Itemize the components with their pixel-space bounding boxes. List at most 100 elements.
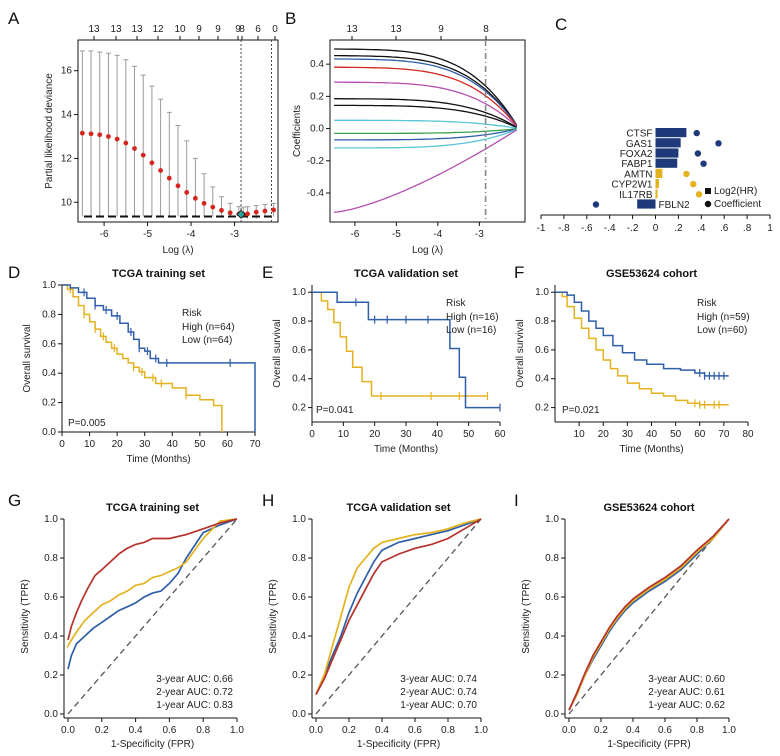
x-tick-label: 1.0 xyxy=(722,725,736,736)
log2hr-bar xyxy=(655,158,678,168)
coefficient-path xyxy=(334,104,517,129)
log2hr-bar xyxy=(655,148,679,158)
gene-label: FBLN2 xyxy=(659,200,691,211)
y-tick-label: -0.2 xyxy=(307,156,325,167)
top-tick-label: 13 xyxy=(110,24,122,35)
y-tick-label: 0.2 xyxy=(42,398,56,409)
panel-label-d: D xyxy=(8,263,20,282)
deviance-point xyxy=(123,140,129,146)
x-tick-label: 20 xyxy=(112,439,124,450)
legend-square-icon xyxy=(705,188,711,194)
x-tick-label: 0.2 xyxy=(594,725,608,736)
x-tick-label: .6 xyxy=(720,223,729,234)
top-tick-label: 6 xyxy=(255,24,261,35)
deviance-point xyxy=(106,134,111,139)
y-tick-label: 0.4 xyxy=(292,374,306,385)
y-tick-label: 0.6 xyxy=(42,339,56,350)
plot-frame xyxy=(77,39,279,223)
legend-title: Risk xyxy=(182,308,202,319)
x-tick-label: -3 xyxy=(475,229,484,240)
log2hr-bar xyxy=(655,138,681,148)
survival-curve xyxy=(555,291,729,406)
y-tick-label: 0.2 xyxy=(535,403,549,414)
chart-title: TCGA validation set xyxy=(346,502,450,514)
y-axis-label: Overall survival xyxy=(272,319,283,387)
x-tick-label: 0.6 xyxy=(408,725,422,736)
auc-legend-entry: 2-year AUC: 0.74 xyxy=(400,687,477,698)
x-tick-label: -5 xyxy=(392,229,401,240)
y-tick-label: 0.2 xyxy=(545,670,559,681)
x-tick-label: 0.4 xyxy=(129,725,143,736)
chart-title: TCGA training set xyxy=(106,502,199,514)
top-tick-label: 13 xyxy=(390,24,402,35)
auc-legend-entry: 2-year AUC: 0.72 xyxy=(156,687,233,698)
log2hr-bar xyxy=(655,168,663,178)
y-tick-label: 0.0 xyxy=(292,709,306,720)
x-tick-label: -4 xyxy=(433,229,442,240)
y-tick-label: 0.4 xyxy=(535,374,549,385)
deviance-point xyxy=(79,130,85,136)
panel-label-f: F xyxy=(514,263,524,282)
top-tick-label: 13 xyxy=(346,24,358,35)
y-tick-label: 14 xyxy=(61,110,73,121)
p-value: P=0.021 xyxy=(562,405,600,416)
y-tick-label: 0.0 xyxy=(42,427,56,438)
y-axis-label: Partial likelihood deviance xyxy=(44,73,55,189)
x-tick-label: 50 xyxy=(670,429,682,440)
panel-i-roc-gse: GSE53624 cohort 0.0 0.2 0.4 0.6 0.8 1.0 0.0 0.2 0… xyxy=(521,502,736,750)
x-axis-label: 1-Specificity (FPR) xyxy=(607,739,690,750)
x-tick-label: 20 xyxy=(369,429,381,440)
auc-legend-entry: 1-year AUC: 0.83 xyxy=(156,700,233,711)
deviance-point xyxy=(262,208,268,214)
x-tick-label: 0.2 xyxy=(342,725,356,736)
x-tick-label: -.2 xyxy=(627,223,639,234)
x-tick-label: -.4 xyxy=(604,223,616,234)
top-tick-label: 13 xyxy=(131,24,143,35)
legend-entry: High (n=64) xyxy=(182,322,235,333)
optimal-lambda-marker xyxy=(236,209,246,219)
y-tick-label: 1.0 xyxy=(545,514,559,525)
gene-label: FABP1 xyxy=(621,159,653,170)
x-tick-label: -6 xyxy=(100,229,109,240)
x-axis-label: Time (Months) xyxy=(374,444,438,455)
log2hr-bar xyxy=(655,179,659,189)
log2hr-bar xyxy=(655,128,687,138)
deviance-point xyxy=(227,210,233,216)
x-tick-label: 0.4 xyxy=(626,725,640,736)
x-tick-label: 0 xyxy=(653,223,659,234)
panel-label-g: G xyxy=(8,491,21,510)
diagonal-reference xyxy=(568,518,730,715)
top-tick-label: 8 xyxy=(483,24,489,35)
deviance-point xyxy=(210,204,216,210)
auc-legend-entry: 1-year AUC: 0.70 xyxy=(400,700,477,711)
roc-curve xyxy=(315,518,482,695)
deviance-point xyxy=(97,132,103,138)
top-tick-label: 9 xyxy=(438,24,444,35)
y-tick-label: 12 xyxy=(61,153,73,164)
y-tick-label: 16 xyxy=(61,66,73,77)
y-tick-label: 0.2 xyxy=(310,91,324,102)
x-tick-label: 30 xyxy=(622,429,634,440)
roc-curve xyxy=(67,518,238,670)
x-tick-label: 10 xyxy=(84,439,96,450)
y-tick-label: 0.6 xyxy=(545,592,559,603)
panel-label-e: E xyxy=(262,263,273,282)
coefficient-path xyxy=(334,98,518,128)
log2hr-bar xyxy=(655,189,658,199)
y-tick-label: 0.8 xyxy=(44,553,58,564)
x-tick-label: 0.8 xyxy=(441,725,455,736)
chart-title: TCGA training set xyxy=(112,268,205,280)
roc-curve xyxy=(315,518,482,695)
deviance-point xyxy=(219,207,224,213)
survival-curve xyxy=(312,291,500,409)
x-tick-label: 0.2 xyxy=(95,725,109,736)
legend-circle-icon xyxy=(704,200,712,208)
x-tick-label: 30 xyxy=(139,439,151,450)
auc-legend-entry: 3-year AUC: 0.66 xyxy=(156,674,233,685)
x-tick-label: 0.4 xyxy=(375,725,389,736)
legend-title: Risk xyxy=(446,298,466,309)
coefficient-point xyxy=(694,150,702,157)
gene-label: GAS1 xyxy=(626,139,653,150)
deviance-point xyxy=(175,183,181,189)
